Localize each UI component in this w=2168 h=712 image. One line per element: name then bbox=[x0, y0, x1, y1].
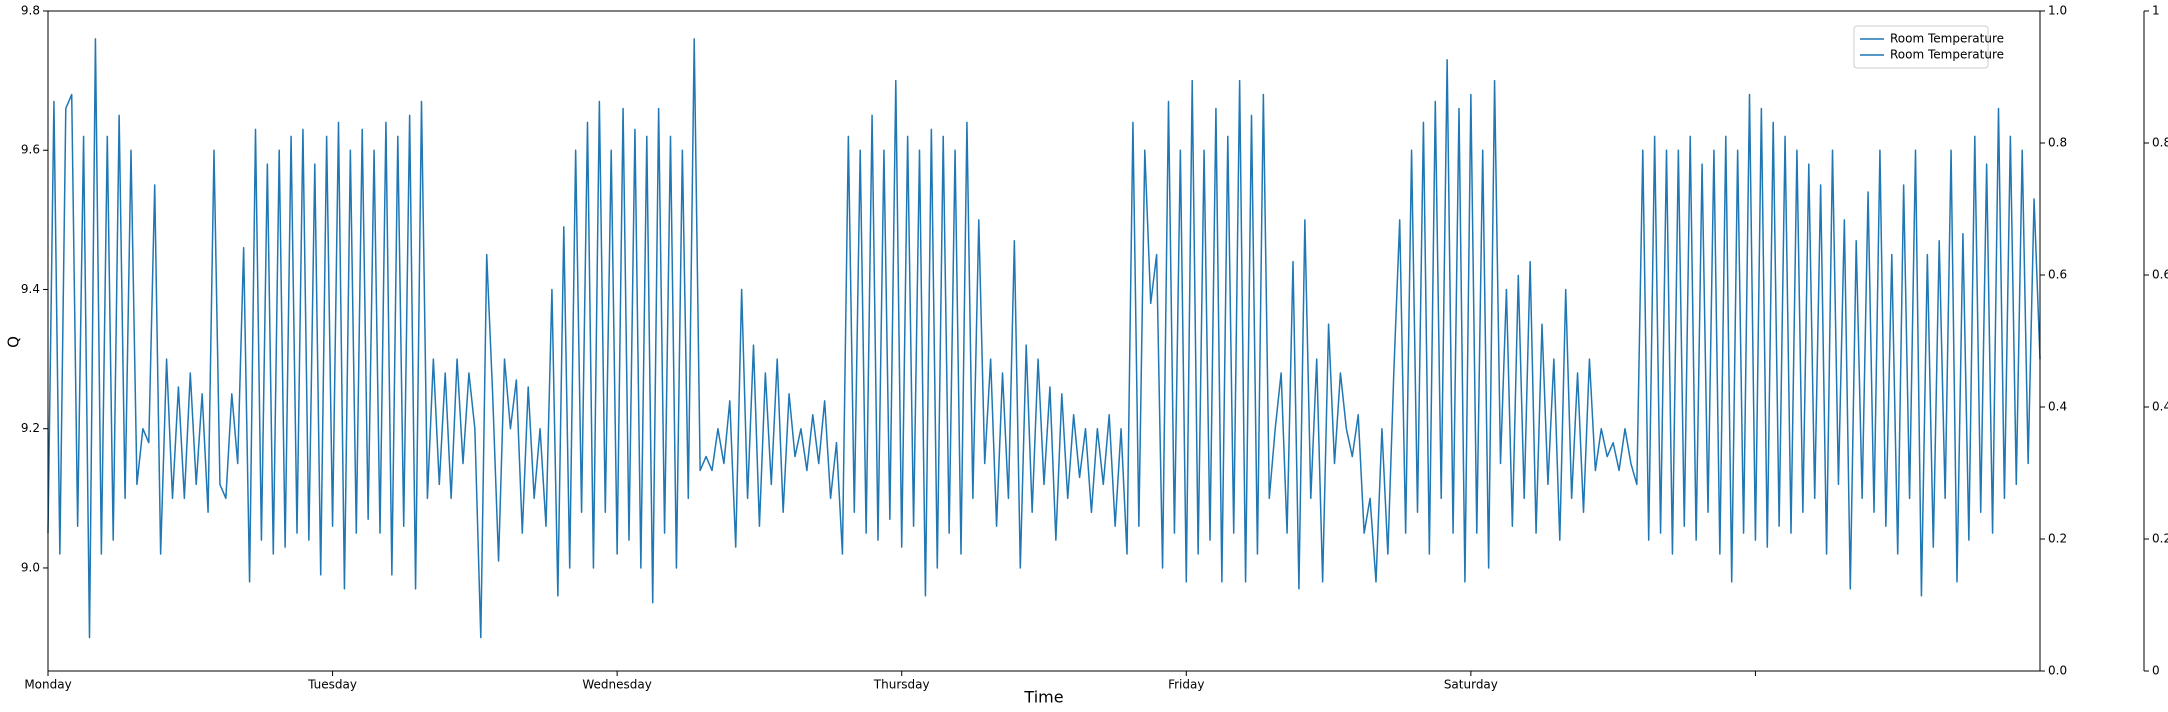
legend-box bbox=[1853, 25, 1989, 69]
plot-frame bbox=[47, 10, 2041, 672]
x-axis-label: Time bbox=[1023, 688, 1063, 707]
y3-tick-label: 0.8 bbox=[2152, 136, 2168, 150]
x-tick-label: Wednesday bbox=[582, 678, 651, 692]
x-tick-label: Monday bbox=[24, 678, 71, 692]
x-tick-label: Friday bbox=[1168, 678, 1204, 692]
y2-tick-label: 0.2 bbox=[2048, 532, 2067, 546]
x-tick-label: Saturday bbox=[1444, 678, 1498, 692]
y3-tick-label: 0 bbox=[2152, 664, 2160, 678]
y3-tick-label: 0.2 bbox=[2152, 532, 2168, 546]
legend-label: Room Temperature bbox=[1890, 32, 2004, 46]
data-line bbox=[47, 38, 2041, 639]
y2-tick-label: 0.4 bbox=[2048, 400, 2067, 414]
y-axis-label: Q bbox=[5, 336, 23, 348]
y3-tick-label: 0.6 bbox=[2152, 268, 2168, 282]
y2-tick-label: 1.0 bbox=[2048, 4, 2067, 18]
y-tick-label: 9.8 bbox=[21, 4, 40, 18]
x-tick-label: Tuesday bbox=[307, 678, 357, 692]
x-tick-label: Thursday bbox=[873, 678, 930, 692]
y-tick-label: 9.6 bbox=[21, 143, 40, 157]
y-tick-label: 9.0 bbox=[21, 560, 40, 574]
y3-tick-label: 0.4 bbox=[2152, 400, 2168, 414]
y2-tick-label: 0.6 bbox=[2048, 268, 2067, 282]
y-tick-label: 9.2 bbox=[21, 421, 40, 435]
y3-tick-label: 1 bbox=[2152, 4, 2160, 18]
y2-tick-label: 0.0 bbox=[2048, 664, 2067, 678]
y2-tick-label: 0.8 bbox=[2048, 136, 2067, 150]
y-tick-label: 9.4 bbox=[21, 282, 40, 296]
legend-label: Room Temperature bbox=[1890, 48, 2004, 62]
